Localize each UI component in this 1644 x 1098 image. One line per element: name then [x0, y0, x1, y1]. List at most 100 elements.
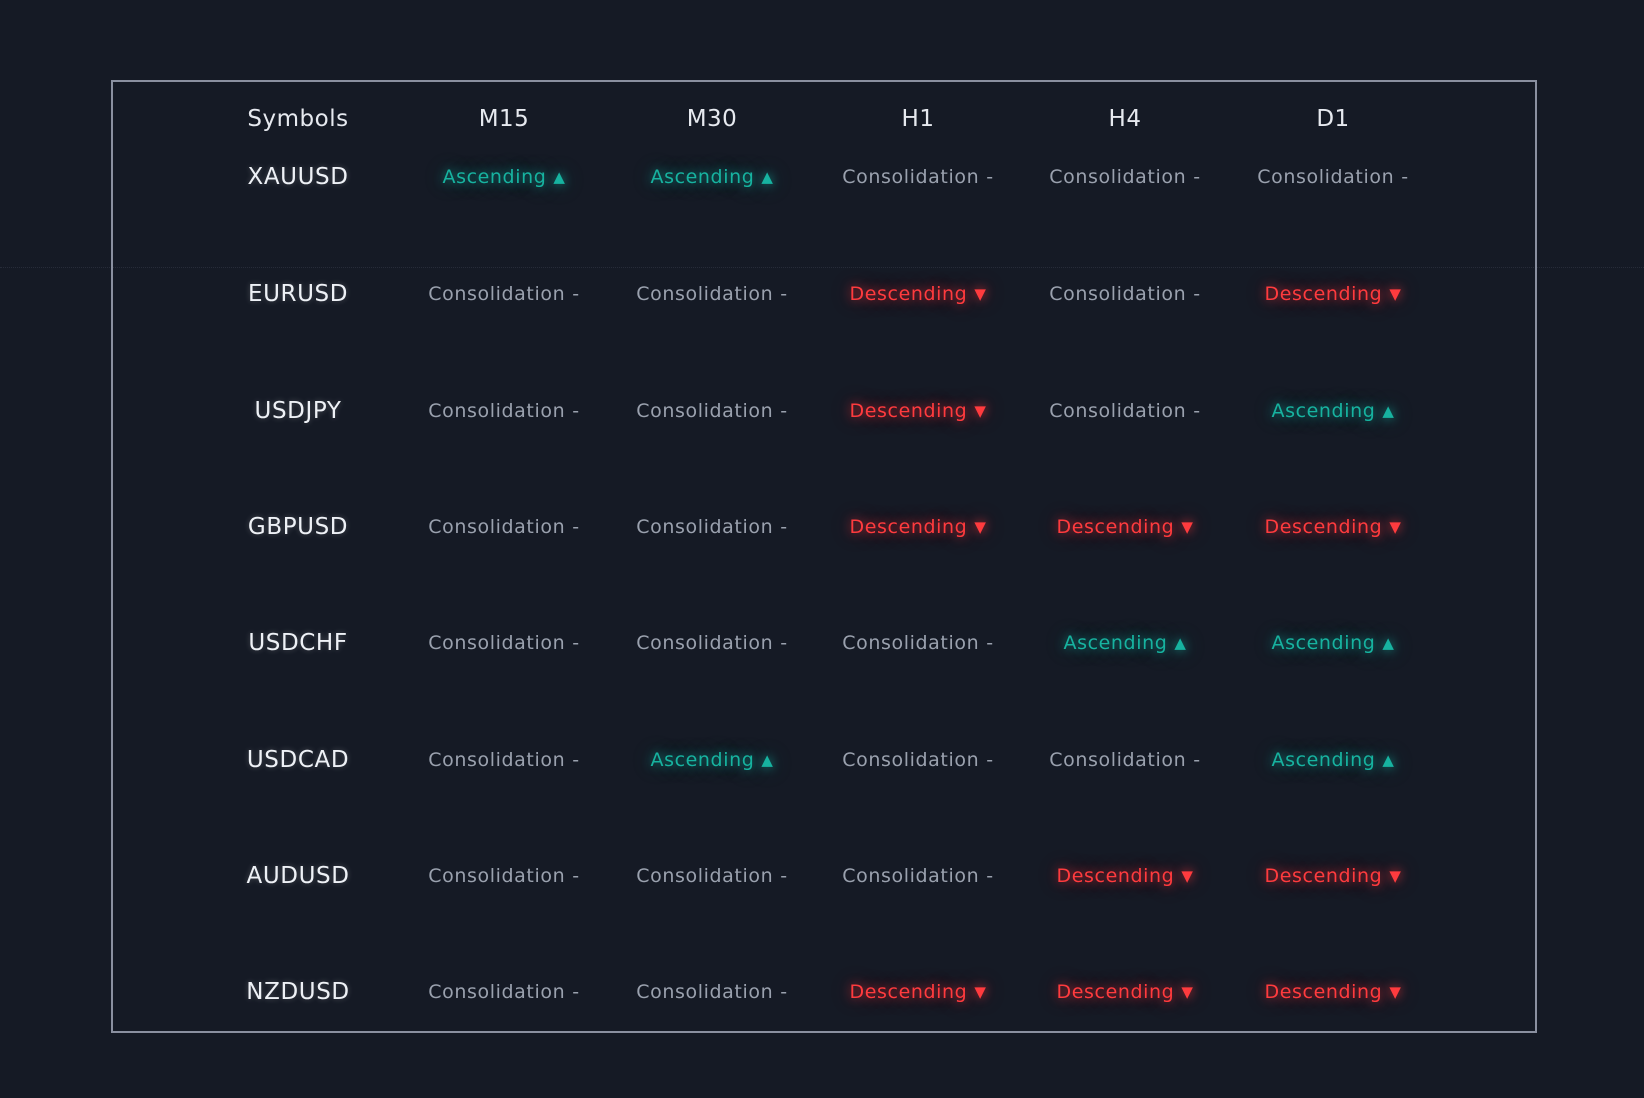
symbol-label: GBPUSD [247, 514, 349, 540]
trend-status-cell: Descending ▼ [1265, 283, 1402, 305]
triangle-up-icon: ▲ [1382, 634, 1395, 652]
trend-label: Consolidation [842, 865, 980, 887]
trend-label: Descending [1264, 981, 1383, 1003]
trend-status-cell: Consolidation - [636, 516, 787, 538]
triangle-down-icon: ▼ [974, 402, 987, 420]
triangle-up-icon: ▲ [1174, 634, 1187, 652]
triangle-up-icon: ▲ [761, 168, 774, 186]
dash-icon: - [572, 981, 580, 1003]
trend-status-cell: Descending ▼ [1265, 516, 1402, 538]
trend-label: Descending [1264, 516, 1383, 538]
dash-icon: - [780, 981, 788, 1003]
trend-label: Consolidation [1049, 283, 1187, 305]
trend-status-cell: Consolidation - [636, 400, 787, 422]
column-header-m15: M15 [478, 106, 530, 132]
triangle-up-icon: ▲ [1382, 402, 1395, 420]
dash-icon: - [1193, 283, 1201, 305]
dash-icon: - [1193, 166, 1201, 188]
trend-label: Consolidation [842, 632, 980, 654]
trend-status-cell: Ascending ▲ [650, 166, 773, 188]
background-divider [0, 267, 1644, 268]
trend-status-cell: Descending ▼ [850, 516, 987, 538]
trend-status-cell: Descending ▼ [1057, 981, 1194, 1003]
triangle-down-icon: ▼ [1181, 867, 1194, 885]
trend-table-panel [111, 80, 1537, 1033]
trend-label: Descending [1056, 516, 1175, 538]
dash-icon: - [780, 400, 788, 422]
trend-status-cell: Consolidation - [428, 865, 579, 887]
trend-status-cell: Consolidation - [842, 166, 993, 188]
dash-icon: - [572, 400, 580, 422]
trend-status-cell: Descending ▼ [850, 981, 987, 1003]
symbol-label: USDCHF [248, 630, 348, 656]
trend-label: Descending [1264, 283, 1383, 305]
triangle-down-icon: ▼ [974, 518, 987, 536]
trend-label: Consolidation [1049, 749, 1187, 771]
trend-label: Consolidation [1049, 400, 1187, 422]
triangle-down-icon: ▼ [1181, 983, 1194, 1001]
trend-status-cell: Consolidation - [428, 749, 579, 771]
trend-label: Consolidation [636, 283, 774, 305]
symbol-label: XAUUSD [247, 164, 349, 190]
trend-status-cell: Consolidation - [428, 400, 579, 422]
dash-icon: - [572, 749, 580, 771]
trend-label: Consolidation [636, 632, 774, 654]
dash-icon: - [1401, 166, 1409, 188]
trend-status-cell: Consolidation - [428, 632, 579, 654]
trend-label: Consolidation [428, 283, 566, 305]
trend-status-cell: Ascending ▲ [1271, 400, 1394, 422]
trend-status-cell: Consolidation - [842, 749, 993, 771]
trend-label: Ascending [1271, 400, 1376, 422]
trend-status-cell: Consolidation - [428, 283, 579, 305]
column-header-m30: M30 [686, 106, 738, 132]
dash-icon: - [572, 516, 580, 538]
triangle-down-icon: ▼ [974, 983, 987, 1001]
column-header-h1: H1 [901, 106, 935, 132]
triangle-down-icon: ▼ [974, 285, 987, 303]
trend-status-cell: Consolidation - [636, 865, 787, 887]
trend-status-cell: Ascending ▲ [650, 749, 773, 771]
symbol-label: USDCAD [246, 747, 350, 773]
trend-label: Ascending [1271, 749, 1376, 771]
dash-icon: - [986, 865, 994, 887]
trend-label: Ascending [650, 166, 755, 188]
triangle-up-icon: ▲ [1382, 751, 1395, 769]
trend-label: Consolidation [842, 749, 980, 771]
trend-label: Ascending [1063, 632, 1168, 654]
trend-label: Descending [849, 516, 968, 538]
triangle-up-icon: ▲ [761, 751, 774, 769]
triangle-down-icon: ▼ [1389, 983, 1402, 1001]
trend-label: Descending [849, 400, 968, 422]
trend-label: Consolidation [636, 516, 774, 538]
trend-status-cell: Ascending ▲ [1271, 749, 1394, 771]
trend-status-cell: Consolidation - [842, 865, 993, 887]
trend-label: Ascending [1271, 632, 1376, 654]
trend-label: Consolidation [428, 516, 566, 538]
trend-label: Consolidation [842, 166, 980, 188]
trend-label: Consolidation [428, 749, 566, 771]
trend-status-cell: Descending ▼ [1057, 516, 1194, 538]
trend-status-cell: Consolidation - [1049, 283, 1200, 305]
trend-label: Consolidation [636, 981, 774, 1003]
column-header-d1: D1 [1316, 106, 1350, 132]
trend-status-cell: Descending ▼ [850, 400, 987, 422]
trend-status-cell: Consolidation - [1049, 749, 1200, 771]
trend-status-cell: Consolidation - [428, 516, 579, 538]
triangle-down-icon: ▼ [1389, 285, 1402, 303]
trend-label: Consolidation [636, 865, 774, 887]
trend-status-cell: Descending ▼ [850, 283, 987, 305]
trend-status-cell: Descending ▼ [1265, 865, 1402, 887]
column-header-symbols: Symbols [247, 106, 349, 132]
trend-status-cell: Ascending ▲ [1063, 632, 1186, 654]
trend-label: Consolidation [1049, 166, 1187, 188]
trend-label: Descending [849, 981, 968, 1003]
trend-status-cell: Consolidation - [428, 981, 579, 1003]
dash-icon: - [780, 865, 788, 887]
trend-status-cell: Consolidation - [1049, 400, 1200, 422]
trend-label: Descending [1264, 865, 1383, 887]
trend-label: Descending [849, 283, 968, 305]
trend-label: Consolidation [636, 400, 774, 422]
dash-icon: - [1193, 400, 1201, 422]
dash-icon: - [986, 632, 994, 654]
